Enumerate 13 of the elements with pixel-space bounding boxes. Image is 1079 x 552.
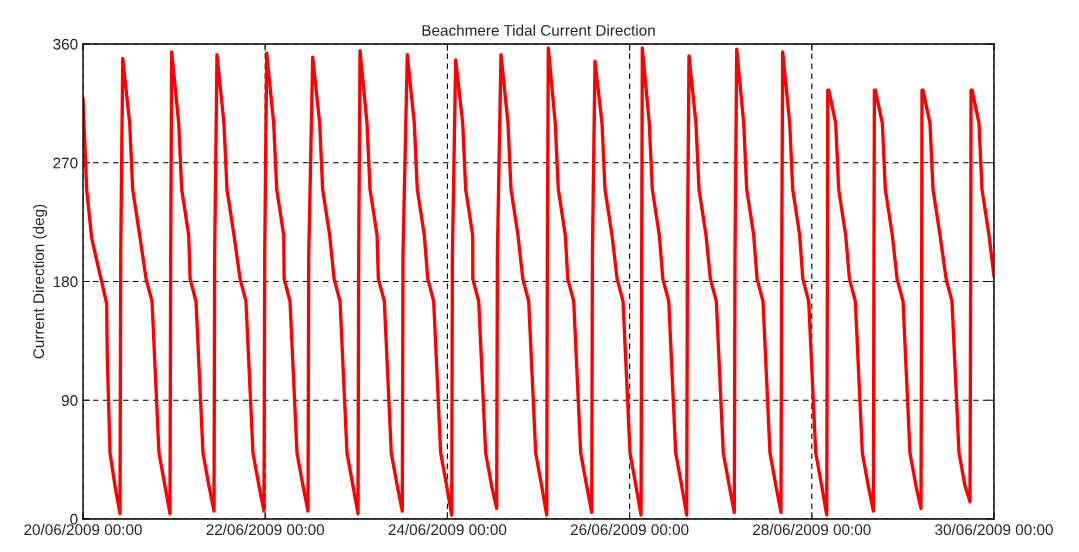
x-tick-label: 20/06/2009 00:00	[24, 523, 142, 536]
x-tick-label: 24/06/2009 00:00	[388, 523, 507, 536]
y-tick-label: 360	[53, 38, 78, 50]
y-tick-label: 180	[53, 276, 78, 288]
chart-title: Beachmere Tidal Current Direction	[422, 24, 655, 36]
x-tick-label: 22/06/2009 00:00	[206, 523, 325, 536]
x-tick-label: 30/06/2009 00:00	[935, 523, 1053, 536]
y-tick-label: 270	[53, 157, 78, 169]
y-tick-label: 0	[70, 513, 78, 525]
y-tick-label: 90	[61, 395, 78, 406]
x-tick-label: 28/06/2009 00:00	[753, 523, 871, 536]
x-tick-label: 26/06/2009 00:00	[570, 523, 689, 536]
y-axis-title: Current Direction (deg)	[32, 204, 48, 359]
